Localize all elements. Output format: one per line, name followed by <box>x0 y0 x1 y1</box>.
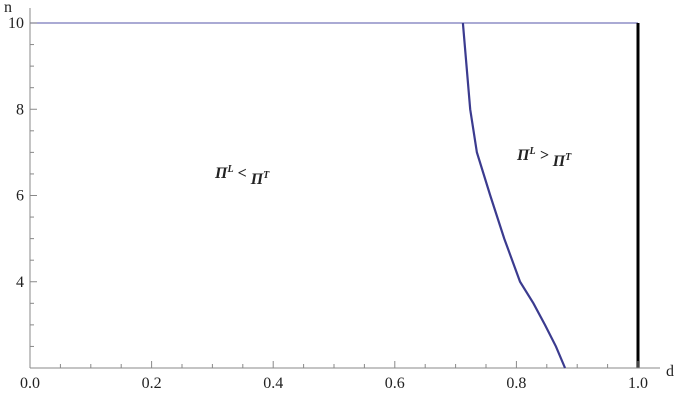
y-tick-label: 10 <box>8 15 24 32</box>
x-tick-label: 0.2 <box>142 375 162 392</box>
x-tick-label: 0.6 <box>385 375 405 392</box>
region-label: ΠL > ΠT <box>516 146 572 170</box>
region-label: ΠL < ΠT <box>214 164 270 188</box>
region-label-part: > <box>536 147 553 164</box>
y-tick-label: 8 <box>16 101 24 118</box>
x-tick-label: 0.0 <box>20 375 40 392</box>
y-tick-label: 4 <box>16 274 24 291</box>
region-label-part: Π <box>552 153 566 170</box>
region-label-part: < <box>234 165 251 182</box>
y-tick-label: 6 <box>16 188 24 205</box>
x-tick-label: 0.4 <box>263 375 283 392</box>
region-label-part: Π <box>250 171 264 188</box>
boundary-curve <box>461 22 567 369</box>
x-tick-label: 0.8 <box>506 375 526 392</box>
region-label-part: Π <box>516 147 530 164</box>
region-label-part: Π <box>214 165 228 182</box>
region-label-part: T <box>565 152 572 163</box>
region-label-part: L <box>528 146 535 157</box>
y-axis-label: n <box>4 0 12 16</box>
region-label-part: L <box>226 164 233 175</box>
region-label-part: T <box>263 170 270 181</box>
x-tick-label: 1.0 <box>628 375 648 392</box>
x-axis-label: d <box>666 363 674 380</box>
